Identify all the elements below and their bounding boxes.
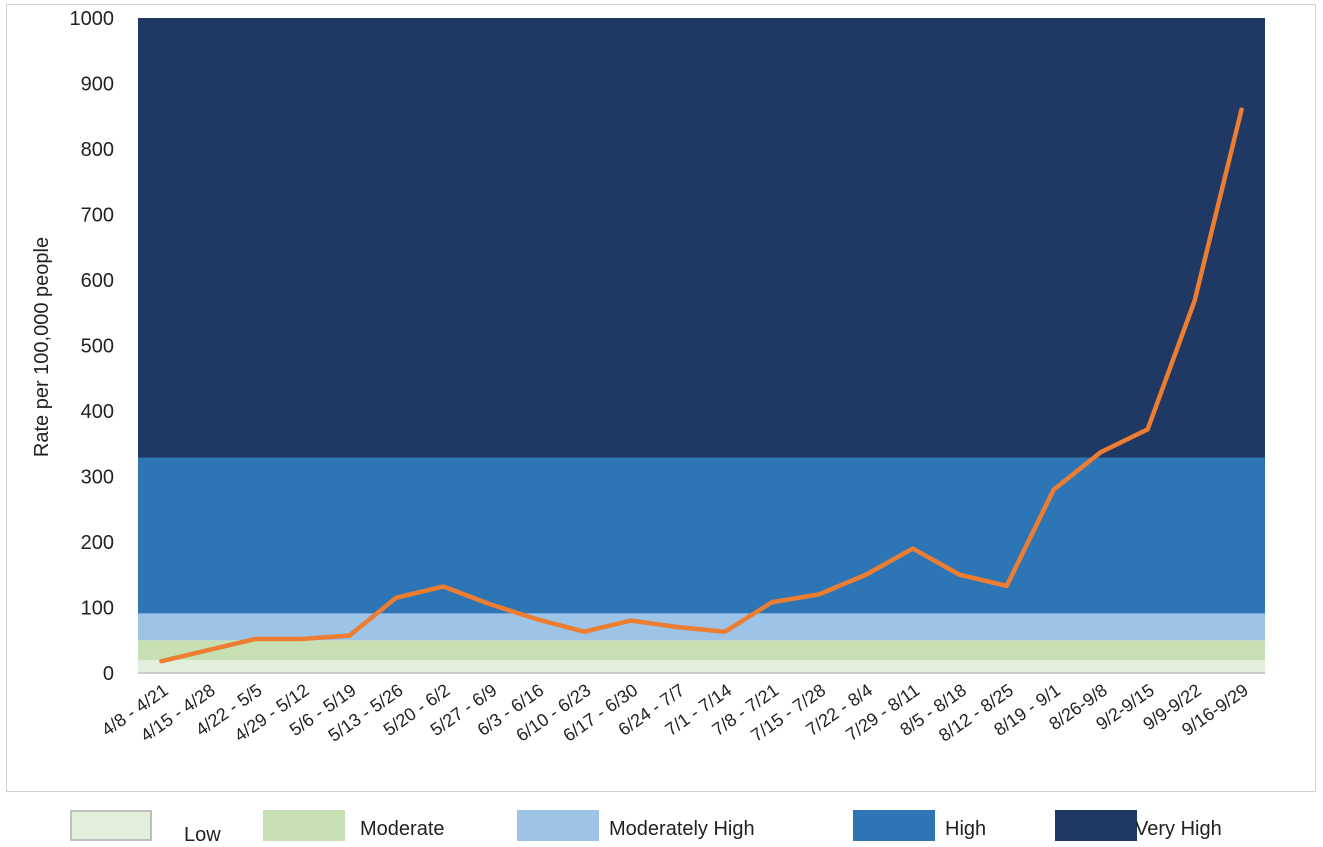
legend-swatch [263, 810, 345, 841]
band-layer [138, 18, 1265, 673]
data-point [347, 633, 351, 637]
y-tick-label: 600 [81, 270, 114, 292]
data-point [159, 659, 163, 663]
legend-swatch [1055, 810, 1137, 841]
y-tick-labels: 0 100 200 300 400 500 600 700 800 900 1000 [70, 8, 115, 685]
data-point [394, 595, 398, 599]
y-tick-label: 900 [81, 74, 114, 96]
y-tick-label: 0 [103, 663, 114, 685]
band-low [138, 660, 1265, 673]
band-high [138, 458, 1265, 614]
data-point [864, 573, 868, 577]
band-moderate [138, 640, 1265, 660]
legend-swatch [517, 810, 599, 841]
y-tick-label: 300 [81, 467, 114, 489]
data-point [723, 630, 727, 634]
legend: Low Moderate Moderately High High Very High [0, 804, 1323, 844]
chart: 0 100 200 300 400 500 600 700 800 900 1000 4/8 - 4… [0, 0, 1323, 800]
data-point [770, 600, 774, 604]
data-point [1005, 584, 1009, 588]
data-point [911, 546, 915, 550]
legend-label: Very High [1135, 818, 1222, 841]
x-tick-labels: 4/8 - 4/214/15 - 4/284/22 - 5/54/29 - 5/… [98, 680, 1252, 746]
data-point [1192, 299, 1196, 303]
y-tick-label: 800 [81, 139, 114, 161]
y-axis-label: Rate per 100,000 people [31, 237, 53, 457]
y-tick-label: 100 [81, 598, 114, 620]
legend-label: Moderately High [609, 818, 755, 841]
data-point [253, 637, 257, 641]
data-point [629, 618, 633, 622]
data-point [535, 617, 539, 621]
data-point [206, 648, 210, 652]
data-point [1051, 487, 1055, 491]
data-point [300, 637, 304, 641]
data-point [1098, 450, 1102, 454]
y-tick-label: 400 [81, 401, 114, 423]
band-moderately-high [138, 613, 1265, 640]
legend-label: High [945, 818, 986, 841]
legend-swatch [70, 810, 152, 841]
legend-swatch [853, 810, 935, 841]
data-point [1239, 108, 1243, 112]
y-tick-label: 1000 [70, 8, 115, 30]
y-tick-label: 700 [81, 205, 114, 227]
y-tick-label: 500 [81, 336, 114, 358]
band-very-high [138, 18, 1265, 458]
data-point [488, 602, 492, 606]
data-point [958, 573, 962, 577]
legend-label: Moderate [360, 818, 445, 841]
data-point [582, 630, 586, 634]
data-point [817, 592, 821, 596]
data-point [676, 625, 680, 629]
data-point [441, 584, 445, 588]
y-tick-label: 200 [81, 532, 114, 554]
data-point [1145, 427, 1149, 431]
